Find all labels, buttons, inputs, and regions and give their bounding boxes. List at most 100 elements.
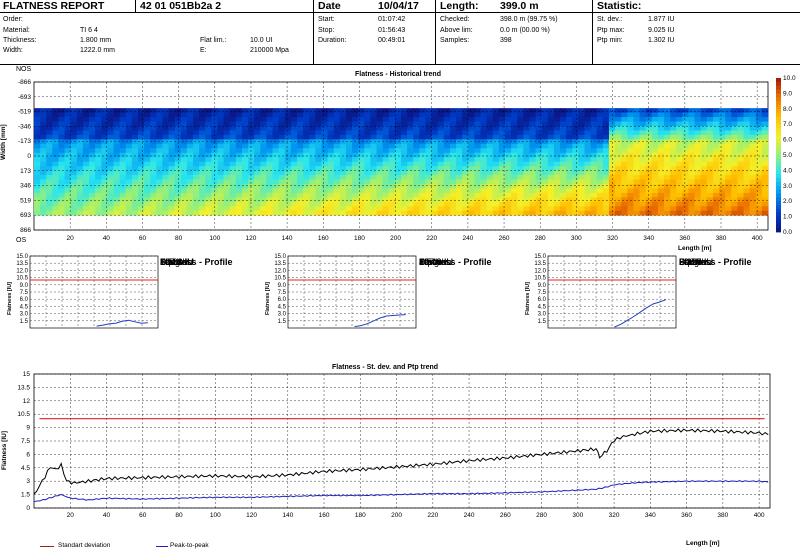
heatmap-cell xyxy=(560,188,567,194)
heatmap-cell xyxy=(407,117,414,122)
heatmap-cell xyxy=(266,206,273,212)
heatmap-cell xyxy=(419,121,426,127)
heatmap-cell xyxy=(517,112,524,118)
heatmap-cell xyxy=(560,148,567,154)
heatmap-cell xyxy=(248,166,255,172)
heatmap-cell xyxy=(755,166,763,172)
heatmap-cell xyxy=(401,143,408,149)
heatmap-cell xyxy=(700,175,708,180)
heatmap-cell xyxy=(664,188,671,194)
heatmap-cell xyxy=(394,175,402,180)
heatmap-cell xyxy=(541,201,549,207)
heatmap-cell xyxy=(333,166,341,172)
heatmap-cell xyxy=(394,130,402,136)
heatmap-cell xyxy=(327,121,335,127)
heatmap-cell xyxy=(529,206,536,212)
heatmap-cell xyxy=(144,157,151,163)
heatmap-cell xyxy=(731,139,738,145)
heatmap-cell xyxy=(70,148,78,154)
above-lim-value: 0.0 m (00.00 %) xyxy=(500,27,550,34)
heatmap-cell xyxy=(266,201,273,207)
heatmap-cell xyxy=(639,121,647,127)
heatmap-cell xyxy=(737,134,744,140)
heatmap-cell xyxy=(590,188,598,194)
heatmap-cell xyxy=(486,201,494,207)
heatmap-cell xyxy=(266,121,273,127)
heatmap-cell xyxy=(627,157,634,163)
heatmap-cell xyxy=(553,183,561,189)
heatmap-cell xyxy=(749,206,757,212)
heatmap-cell xyxy=(144,197,151,203)
heatmap-cell xyxy=(241,175,249,180)
heatmap-cell xyxy=(755,139,763,145)
heatmap-cell xyxy=(284,161,292,167)
heatmap-cell xyxy=(725,192,732,198)
heatmap-cell xyxy=(719,112,726,118)
heatmap-cell xyxy=(694,152,702,158)
profile-title: Flatness - Profile xyxy=(679,257,752,267)
heatmap-cell xyxy=(180,210,188,216)
heatmap-cell xyxy=(150,121,157,127)
profile-y-tick-label: 3.0 xyxy=(278,312,287,318)
heatmap-cell xyxy=(241,143,249,149)
colorbar-segment xyxy=(776,181,781,187)
heatmap-cell xyxy=(664,108,671,114)
heatmap-cell xyxy=(584,125,592,131)
heatmap-cell xyxy=(278,201,286,207)
colorbar-segment xyxy=(776,151,781,156)
heatmap-cell xyxy=(199,143,206,149)
heatmap-cell xyxy=(480,179,488,185)
heatmap-cell xyxy=(333,125,341,131)
heatmap-cell xyxy=(633,170,640,176)
heatmap-cell xyxy=(137,130,145,136)
heatmap-cell xyxy=(76,192,84,198)
heatmap-cell xyxy=(364,148,371,154)
heatmap-cell xyxy=(327,166,335,172)
heatmap-cell xyxy=(541,210,549,216)
heatmap-cell xyxy=(621,130,628,136)
heatmap-cell xyxy=(719,206,726,212)
heatmap-cell xyxy=(248,183,255,189)
heatmap-cell xyxy=(266,170,273,176)
heatmap-cell xyxy=(498,157,506,163)
heatmap-cell xyxy=(376,152,384,158)
heatmap-cell xyxy=(596,188,604,194)
heatmap-cell xyxy=(712,175,720,180)
heatmap-cell xyxy=(131,210,139,216)
heatmap-cell xyxy=(89,166,96,172)
heatmap-cell xyxy=(407,175,414,180)
heatmap-cell xyxy=(560,121,567,127)
heatmap-cell xyxy=(608,175,616,180)
heatmap-cell xyxy=(541,139,549,145)
heatmap-cell xyxy=(235,179,243,185)
trend-x-tick-label: 340 xyxy=(645,512,656,519)
heatmap-cell xyxy=(101,130,108,136)
heatmap-cell xyxy=(523,166,530,172)
heatmap-cell xyxy=(749,157,757,163)
heatmap-cell xyxy=(394,125,402,131)
heatmap-cell xyxy=(566,134,573,140)
heatmap-cell xyxy=(290,148,298,154)
heatmap-cell xyxy=(241,157,249,163)
heatmap-cell xyxy=(413,179,420,185)
stdev-line xyxy=(33,480,769,503)
heatmap-cell xyxy=(682,210,689,216)
heatmap-cell xyxy=(688,179,695,185)
heatmap-cell xyxy=(34,130,41,136)
heatmap-cell xyxy=(474,117,481,122)
heatmap-cell xyxy=(578,183,585,189)
heatmap-cell xyxy=(174,157,182,163)
heatmap-cell xyxy=(608,201,616,207)
heatmap-cell xyxy=(211,170,218,176)
heatmap-cell xyxy=(670,130,677,136)
heatmap-cell xyxy=(297,134,304,140)
heatmap-cell xyxy=(303,183,310,189)
heatmap-cell xyxy=(449,157,457,163)
heatmap-cell xyxy=(199,121,206,127)
colorbar-segment xyxy=(776,201,781,206)
heatmap-cell xyxy=(254,210,261,216)
heatmap-cell xyxy=(486,166,494,172)
heatmap-cell xyxy=(327,197,335,203)
heatmap-cell xyxy=(64,143,72,149)
heatmap-cell xyxy=(761,170,769,176)
